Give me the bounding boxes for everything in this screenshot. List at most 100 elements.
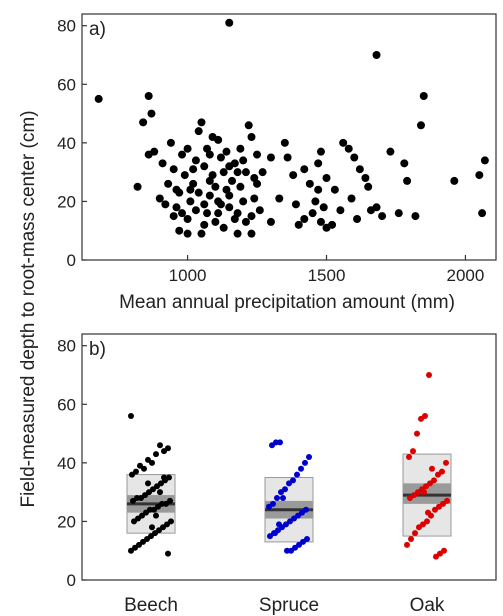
strip-point-spruce	[280, 495, 286, 501]
panel-b-y-tick-label: 40	[57, 454, 76, 473]
panel-a-data-point	[225, 203, 234, 212]
panel-a-data-point	[225, 191, 234, 200]
shared-y-axis-title: Field-measured depth to root-mass center…	[18, 110, 39, 507]
strip-point-beech	[130, 497, 136, 504]
panel-b-y-tick-label: 0	[67, 571, 76, 590]
panel-a-data-point	[183, 229, 192, 238]
strip-point-beech	[149, 524, 155, 531]
panel-a-data-point	[191, 206, 200, 215]
panel-a-data-point	[308, 209, 317, 218]
strip-point-oak	[412, 530, 418, 537]
panel-a-data-point	[250, 194, 259, 203]
category-label-oak: Oak	[410, 595, 445, 616]
strip-point-oak	[408, 536, 414, 542]
panel-b-y-tick-label: 20	[57, 512, 76, 531]
panel-a-data-point	[347, 194, 356, 203]
panel-a-data-point	[419, 92, 428, 100]
panel-a-x-tick-label: 2000	[447, 266, 485, 285]
panel-a-data-point	[416, 121, 425, 130]
panel-a-data-point	[247, 212, 256, 221]
panel-a-data-point	[330, 185, 339, 194]
panel-a-data-point	[236, 182, 245, 191]
panel-a-data-point	[200, 200, 209, 209]
panel-a-data-point	[275, 194, 284, 203]
panel-a-data-point	[319, 203, 328, 212]
panel-a-data-point	[305, 179, 314, 188]
panel-a-x-tick-label: 1500	[308, 266, 346, 285]
strip-point-oak	[421, 489, 427, 496]
panel-a-data-point	[94, 94, 103, 103]
panel-a-data-point	[239, 156, 248, 165]
strip-point-oak	[416, 524, 422, 531]
strip-point-oak	[433, 553, 439, 560]
panel-a-data-point	[197, 118, 206, 127]
panel-a-data-point	[266, 153, 275, 162]
panel-a-data-point	[344, 144, 353, 153]
panel-b-y-tick-label: 60	[57, 395, 76, 414]
panel-a-y-tick-label: 20	[57, 192, 76, 211]
panel-a-data-point	[336, 206, 345, 215]
panel-b-boxes	[126, 453, 452, 543]
panel-a-data-point	[386, 147, 395, 156]
panel-a-y-tick-label: 0	[67, 251, 76, 270]
strip-point-spruce	[278, 489, 284, 496]
panel-a-data-point	[372, 51, 381, 59]
strip-point-beech	[137, 462, 143, 469]
panel-a-data-point	[233, 168, 242, 177]
strip-point-spruce	[284, 547, 290, 554]
strip-point-spruce	[269, 442, 275, 449]
panel-a-data-point	[236, 144, 245, 153]
panel-a-data-point	[225, 162, 234, 171]
panel-a-data-point	[361, 174, 370, 182]
panel-a-data-point	[378, 212, 387, 221]
strip-point-beech	[131, 518, 137, 525]
panel-a-data-point	[394, 209, 403, 218]
strip-point-beech	[153, 512, 159, 519]
panel-a-points	[94, 18, 489, 238]
panel-a-data-point	[233, 229, 242, 238]
panel-a-data-point	[353, 215, 362, 223]
panel-a-data-point	[364, 182, 373, 191]
panel-a-data-point	[205, 191, 214, 200]
panel-a-data-point	[186, 185, 195, 194]
panel-b-label: b)	[89, 339, 106, 360]
strip-point-spruce	[267, 533, 273, 540]
strip-point-oak	[410, 448, 416, 455]
panel-a-data-point	[244, 121, 253, 130]
panel-a-data-point	[172, 185, 181, 194]
category-label-spruce: Spruce	[259, 595, 319, 616]
panel-b-x-ticks: Beech Spruce Oak	[124, 595, 445, 616]
panel-a-data-point	[311, 197, 320, 206]
strip-point-beech	[128, 547, 134, 554]
panel-a-x-tick-label: 1000	[169, 266, 207, 285]
panel-a-data-point	[241, 217, 250, 226]
panel-a-data-point	[366, 206, 375, 215]
panel-a-label: a)	[89, 19, 106, 40]
strip-point-oak	[443, 459, 449, 466]
panel-a-data-point	[191, 156, 200, 165]
panel-a-data-point	[294, 220, 303, 229]
panel-a-data-point	[189, 165, 198, 174]
strip-point-oak	[426, 372, 432, 378]
panel-b-y-tick-label: 80	[57, 337, 76, 356]
panel-a-data-point	[183, 144, 192, 153]
panel-a-data-point	[328, 220, 337, 229]
panel-a-data-point	[350, 153, 359, 162]
panel-a-data-point	[475, 171, 484, 180]
strip-point-spruce	[294, 471, 300, 478]
panel-a-data-point	[211, 182, 220, 191]
panel-a-data-point	[300, 215, 309, 223]
panel-b-points	[128, 372, 450, 560]
strip-point-spruce	[272, 530, 278, 537]
panel-b-plot-area	[81, 333, 497, 581]
panel-a-data-point	[133, 182, 142, 191]
strip-point-spruce	[286, 480, 292, 487]
panel-a-data-point	[172, 203, 181, 212]
panel-a-data-point	[147, 109, 156, 118]
strip-point-beech	[153, 451, 159, 458]
panel-a-y-ticks: 0 20 40 60 80	[57, 17, 87, 270]
panel-a-data-point	[253, 150, 262, 159]
strip-point-oak	[404, 541, 410, 548]
panel-a-data-point	[200, 220, 209, 229]
strip-point-beech	[165, 550, 171, 557]
